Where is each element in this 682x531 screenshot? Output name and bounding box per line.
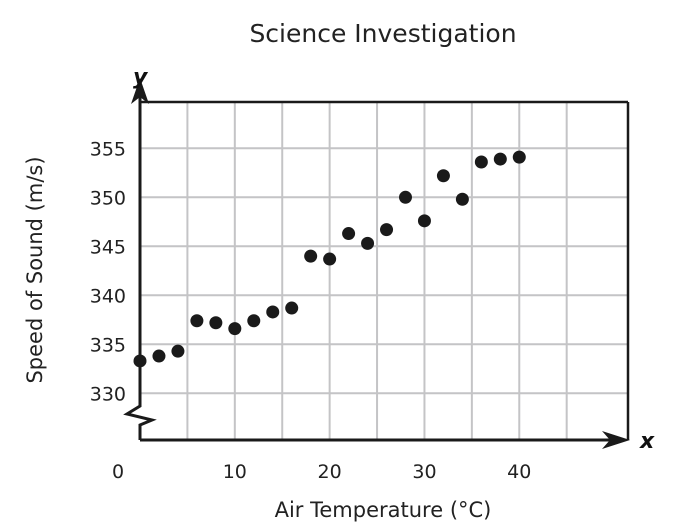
y-axis-line-with-break: [123, 90, 157, 440]
chart-title: Science Investigation: [249, 19, 516, 48]
data-point: [398, 190, 412, 204]
y-tick-label: 350: [90, 187, 126, 209]
data-point: [474, 155, 488, 169]
data-point: [380, 223, 394, 237]
x-tick-label: 0: [112, 461, 124, 483]
y-tick-label: 330: [90, 383, 126, 405]
data-point: [323, 252, 337, 266]
data-point: [436, 169, 450, 183]
data-point: [266, 305, 280, 319]
y-tick-label: 335: [90, 334, 126, 356]
y-axis-variable: y: [133, 65, 149, 90]
data-point: [493, 152, 507, 166]
data-point: [209, 316, 223, 330]
data-point: [133, 354, 147, 368]
data-point: [171, 344, 185, 358]
y-tick-label: 355: [90, 138, 126, 160]
x-axis-title: Air Temperature (°C): [275, 498, 492, 522]
tick-labels: 0 10 20 30 40 330 335 340 345 350 355: [90, 138, 532, 483]
x-tick-label: 40: [507, 461, 531, 483]
x-tick-label: 30: [412, 461, 436, 483]
data-point: [417, 214, 431, 228]
data-point: [361, 236, 375, 250]
data-point: [190, 314, 204, 328]
x-tick-label: 10: [223, 461, 247, 483]
data-point: [342, 227, 356, 241]
y-axis-title: Speed of Sound (m/s): [23, 156, 47, 383]
data-point: [228, 322, 242, 336]
y-tick-label: 340: [90, 285, 126, 307]
y-axis-arrow: [131, 78, 149, 104]
data-point: [247, 314, 261, 328]
grid: [140, 102, 628, 440]
data-point: [512, 150, 526, 164]
data-points: [133, 150, 526, 368]
x-axis-variable: x: [639, 429, 655, 454]
data-point: [152, 349, 166, 363]
x-axis-arrow: [602, 431, 630, 449]
data-point: [455, 192, 469, 206]
axes: [123, 78, 630, 449]
x-tick-label: 20: [318, 461, 342, 483]
y-tick-label: 345: [90, 236, 126, 258]
data-point: [285, 301, 299, 315]
data-point: [304, 249, 318, 263]
